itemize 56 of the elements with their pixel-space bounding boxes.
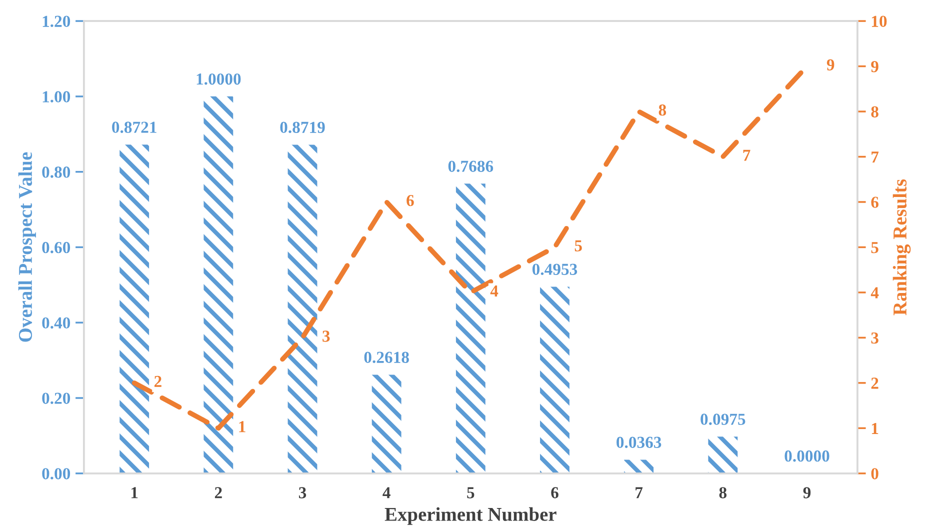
y2-axis-title: Ranking Results bbox=[892, 179, 911, 316]
data-label: 0.0975 bbox=[700, 414, 746, 425]
y2-tick-label: 9 bbox=[871, 61, 878, 72]
data-label: 2 bbox=[154, 376, 162, 387]
bar bbox=[120, 144, 150, 474]
y-tick-label: 0.80 bbox=[42, 166, 70, 178]
data-label: 0.8719 bbox=[280, 122, 325, 134]
y2-tick-label: 1 bbox=[872, 422, 878, 434]
data-label: 7 bbox=[743, 150, 750, 161]
x-tick-label: 9 bbox=[803, 487, 811, 498]
x-tick-label: 8 bbox=[719, 487, 727, 498]
x-tick-label: 3 bbox=[298, 487, 306, 498]
y-tick-label: 0.40 bbox=[42, 317, 70, 329]
data-label: 0.0363 bbox=[616, 436, 662, 448]
y-tick-label: 1.20 bbox=[42, 16, 70, 28]
x-tick-label: 6 bbox=[551, 487, 558, 498]
bar bbox=[204, 96, 234, 474]
data-label: 8 bbox=[658, 104, 666, 116]
bar bbox=[624, 460, 654, 474]
x-tick-label: 5 bbox=[467, 487, 474, 498]
x-tick-label: 4 bbox=[382, 487, 390, 498]
bar bbox=[372, 374, 402, 474]
y2-tick-label: 3 bbox=[871, 332, 878, 344]
bar bbox=[288, 144, 318, 474]
data-label: 0.4953 bbox=[532, 264, 578, 276]
data-label: 5 bbox=[574, 240, 582, 252]
y2-tick-label: 4 bbox=[870, 287, 879, 298]
y2-tick-label: 5 bbox=[871, 242, 878, 254]
bar bbox=[456, 184, 486, 474]
y-tick-label: 1.00 bbox=[42, 91, 70, 102]
data-label: 0.2618 bbox=[364, 352, 409, 364]
y-tick-label: 0.20 bbox=[42, 392, 70, 404]
x-tick-label: 2 bbox=[214, 487, 222, 498]
x-tick-label: 7 bbox=[636, 487, 643, 498]
data-label: 1 bbox=[239, 421, 246, 432]
data-label: 6 bbox=[406, 194, 414, 206]
y2-tick-label: 2 bbox=[871, 378, 878, 389]
x-tick-label: 1 bbox=[132, 487, 138, 498]
y2-tick-label: 7 bbox=[872, 152, 879, 163]
data-label: 0.7686 bbox=[448, 160, 494, 172]
data-label: 9 bbox=[826, 59, 834, 70]
y-tick-label: 0.00 bbox=[42, 468, 70, 480]
x-axis-title: Experiment Number bbox=[384, 507, 556, 525]
data-label: 3 bbox=[322, 330, 330, 342]
y2-tick-label: 6 bbox=[871, 196, 878, 208]
data-label: 1.0000 bbox=[196, 73, 241, 85]
data-label: 4 bbox=[490, 285, 498, 296]
y2-tick-label: 10 bbox=[872, 16, 887, 27]
y2-tick-label: 8 bbox=[871, 106, 878, 118]
bar bbox=[540, 286, 570, 474]
bar bbox=[708, 436, 738, 474]
y2-tick-label: 0 bbox=[871, 468, 878, 480]
data-label: 0.0000 bbox=[784, 450, 830, 462]
data-label: 0.8721 bbox=[112, 122, 156, 133]
y-tick-label: 0.60 bbox=[42, 242, 70, 254]
y-axis-title: Overall Prospect Value bbox=[18, 152, 36, 342]
